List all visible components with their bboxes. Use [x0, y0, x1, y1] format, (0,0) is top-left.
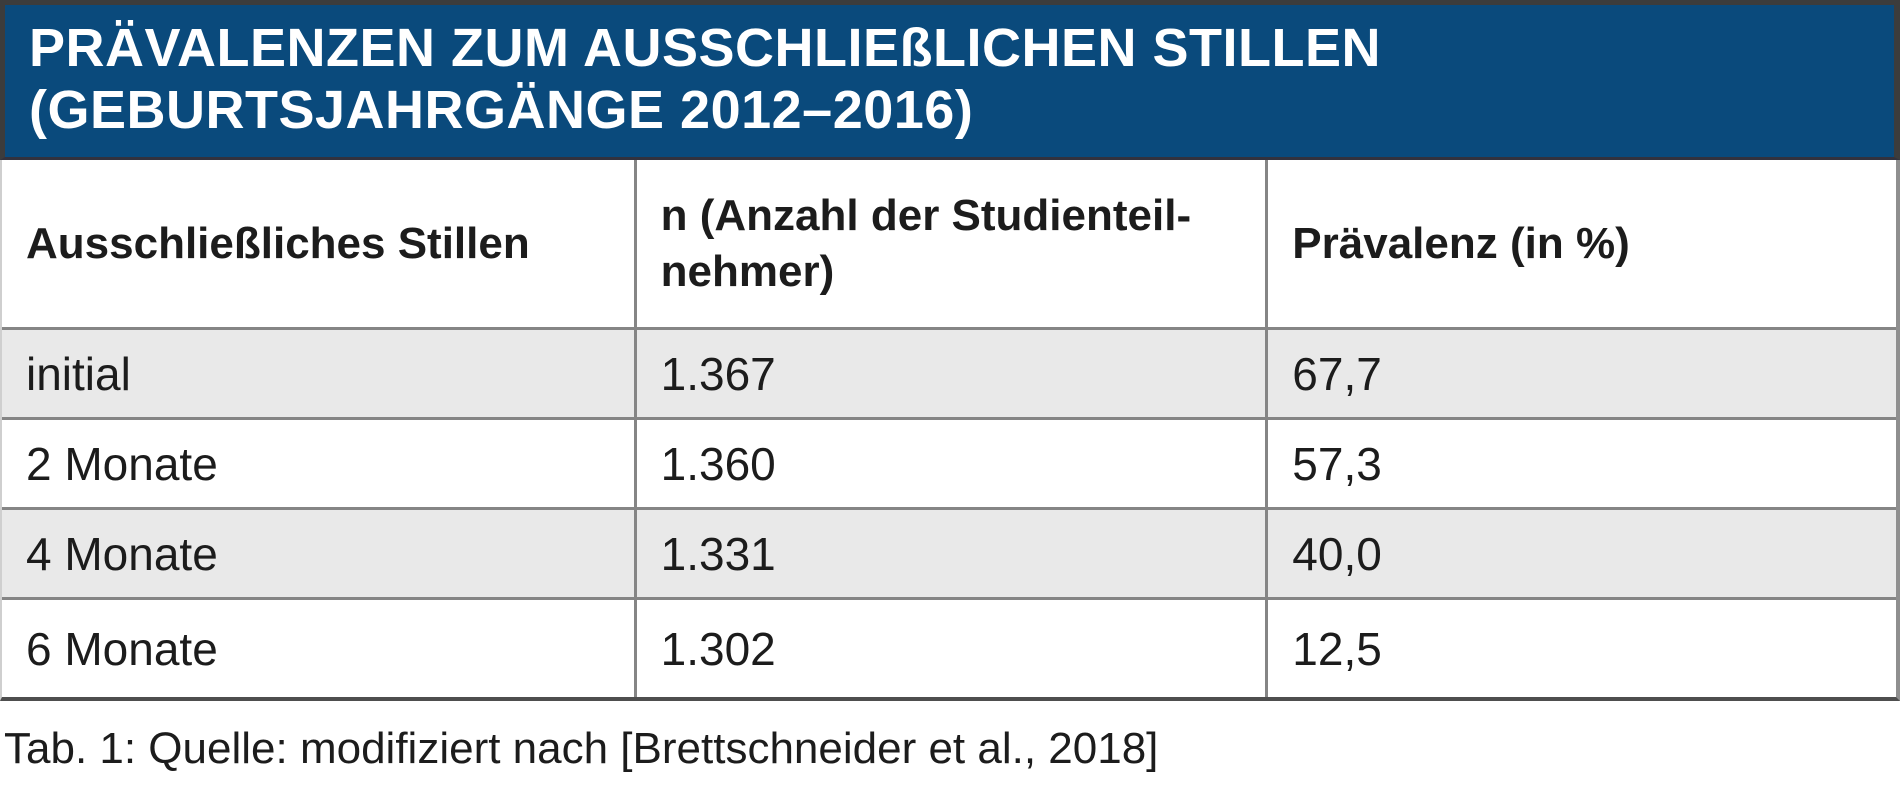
data-table: Ausschließliches Stillen n (Anzahl der S…	[0, 160, 1900, 701]
cell-label: 4 Monate	[26, 527, 218, 580]
column-header-praevalenz: Prävalenz (in %)	[1265, 160, 1896, 327]
table-row-2-monate: 2 Monate 1.360 57,3	[2, 420, 1896, 510]
cell-n: 1.360	[633, 420, 1266, 507]
table-caption: Tab. 1: Quelle: modifiziert nach [Bretts…	[0, 701, 1900, 796]
table-title-line-1: PRÄVALENZEN ZUM AUSSCHLIEßLICHEN STILLEN	[29, 18, 1381, 78]
cell-n: 1.302	[633, 600, 1266, 697]
table-row-4-monate: 4 Monate 1.331 40,0	[2, 510, 1896, 600]
cell-n: 1.367	[633, 330, 1266, 417]
table-row-initial: initial 1.367 67,7	[2, 330, 1896, 420]
table-header-row: Ausschließliches Stillen n (Anzahl der S…	[2, 160, 1896, 330]
cell-label: 2 Monate	[26, 437, 218, 490]
column-header-n-studienteilnehmer: n (Anzahl der Studienteil- nehmer)	[633, 160, 1266, 327]
table-title-line-2: (GEBURTSJAHRGÄNGE 2012–2016)	[29, 80, 974, 140]
table-row-6-monate: 6 Monate 1.302 12,5	[2, 600, 1896, 697]
cell-prevalence: 57,3	[1265, 420, 1896, 507]
cell-prevalence: 40,0	[1265, 510, 1896, 597]
column-header-ausschliessliches-stillen: Ausschließliches Stillen	[26, 218, 530, 268]
cell-prevalence: 67,7	[1265, 330, 1896, 417]
cell-n: 1.331	[633, 510, 1266, 597]
table-title-band: PRÄVALENZEN ZUM AUSSCHLIEßLICHEN STILLEN…	[0, 5, 1900, 160]
cell-prevalence: 12,5	[1265, 600, 1896, 697]
cell-label: initial	[26, 347, 131, 400]
cell-label: 6 Monate	[26, 622, 218, 675]
